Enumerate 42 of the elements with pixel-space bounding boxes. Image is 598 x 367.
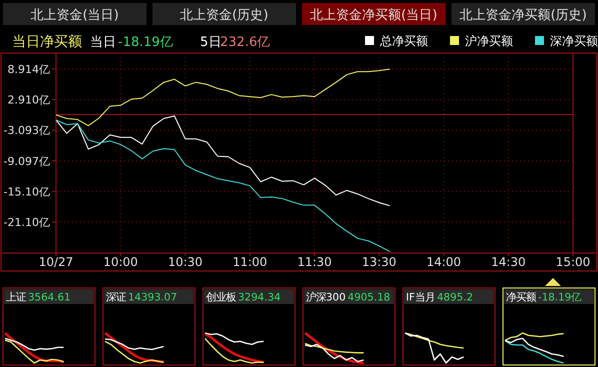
line-series — [56, 68, 390, 126]
text: 3294.34 — [238, 292, 281, 304]
text: 北上资金净买额(当日) — [310, 8, 438, 23]
text: 4905.18 — [348, 292, 390, 304]
line-series — [56, 115, 390, 206]
x-tick-label: 10/27 — [38, 255, 74, 269]
y-tick-label: 8.914亿 — [8, 63, 50, 76]
x-tick-label: 13:30 — [362, 255, 396, 269]
text: 232.6亿 — [220, 35, 270, 50]
legend-label: 深净买额 — [550, 34, 598, 48]
text: 北上资金(当日) — [30, 8, 119, 23]
text: 北上资金净买额(历史) — [460, 8, 587, 23]
chart-title: 上证 — [6, 292, 26, 304]
chart-title: IF当月 — [406, 292, 435, 304]
chart-title: 创业板 — [206, 292, 236, 304]
text: 北上资金(历史) — [180, 8, 268, 23]
text: 5日 — [200, 35, 222, 50]
text: 14393.07 — [128, 292, 178, 304]
chart-title: 深证 — [106, 292, 126, 304]
text: -18.19亿 — [538, 292, 582, 304]
y-tick-label: -3.093亿 — [4, 124, 50, 138]
x-tick-label: 11:00 — [232, 255, 268, 269]
text: 3564.61 — [28, 292, 71, 304]
chart-title: 净买额 — [506, 292, 536, 304]
y-tick-label: -21.10亿 — [4, 216, 50, 230]
chart-title: 当日净买额 — [12, 34, 82, 50]
text: 当日 — [90, 35, 116, 50]
y-tick-label: -9.097亿 — [4, 154, 50, 168]
y-tick-label: -15.10亿 — [4, 185, 50, 198]
x-tick-label: 14:00 — [426, 255, 462, 269]
y-tick-label: 2.910亿 — [8, 94, 50, 107]
x-tick-label: 10:30 — [168, 255, 203, 269]
text: -18.19亿 — [118, 35, 173, 50]
legend-label: 总净买额 — [379, 34, 428, 48]
x-tick-label: 11:30 — [297, 255, 332, 269]
legend-label: 沪净买额 — [465, 34, 513, 48]
x-tick-label: 10:00 — [103, 255, 138, 269]
text: 4895.2 — [436, 292, 473, 304]
line-series — [56, 120, 390, 252]
x-tick-label: 14:30 — [491, 255, 526, 269]
chart-title: 沪深300 — [306, 292, 346, 304]
x-tick-label: 15:00 — [556, 255, 590, 269]
